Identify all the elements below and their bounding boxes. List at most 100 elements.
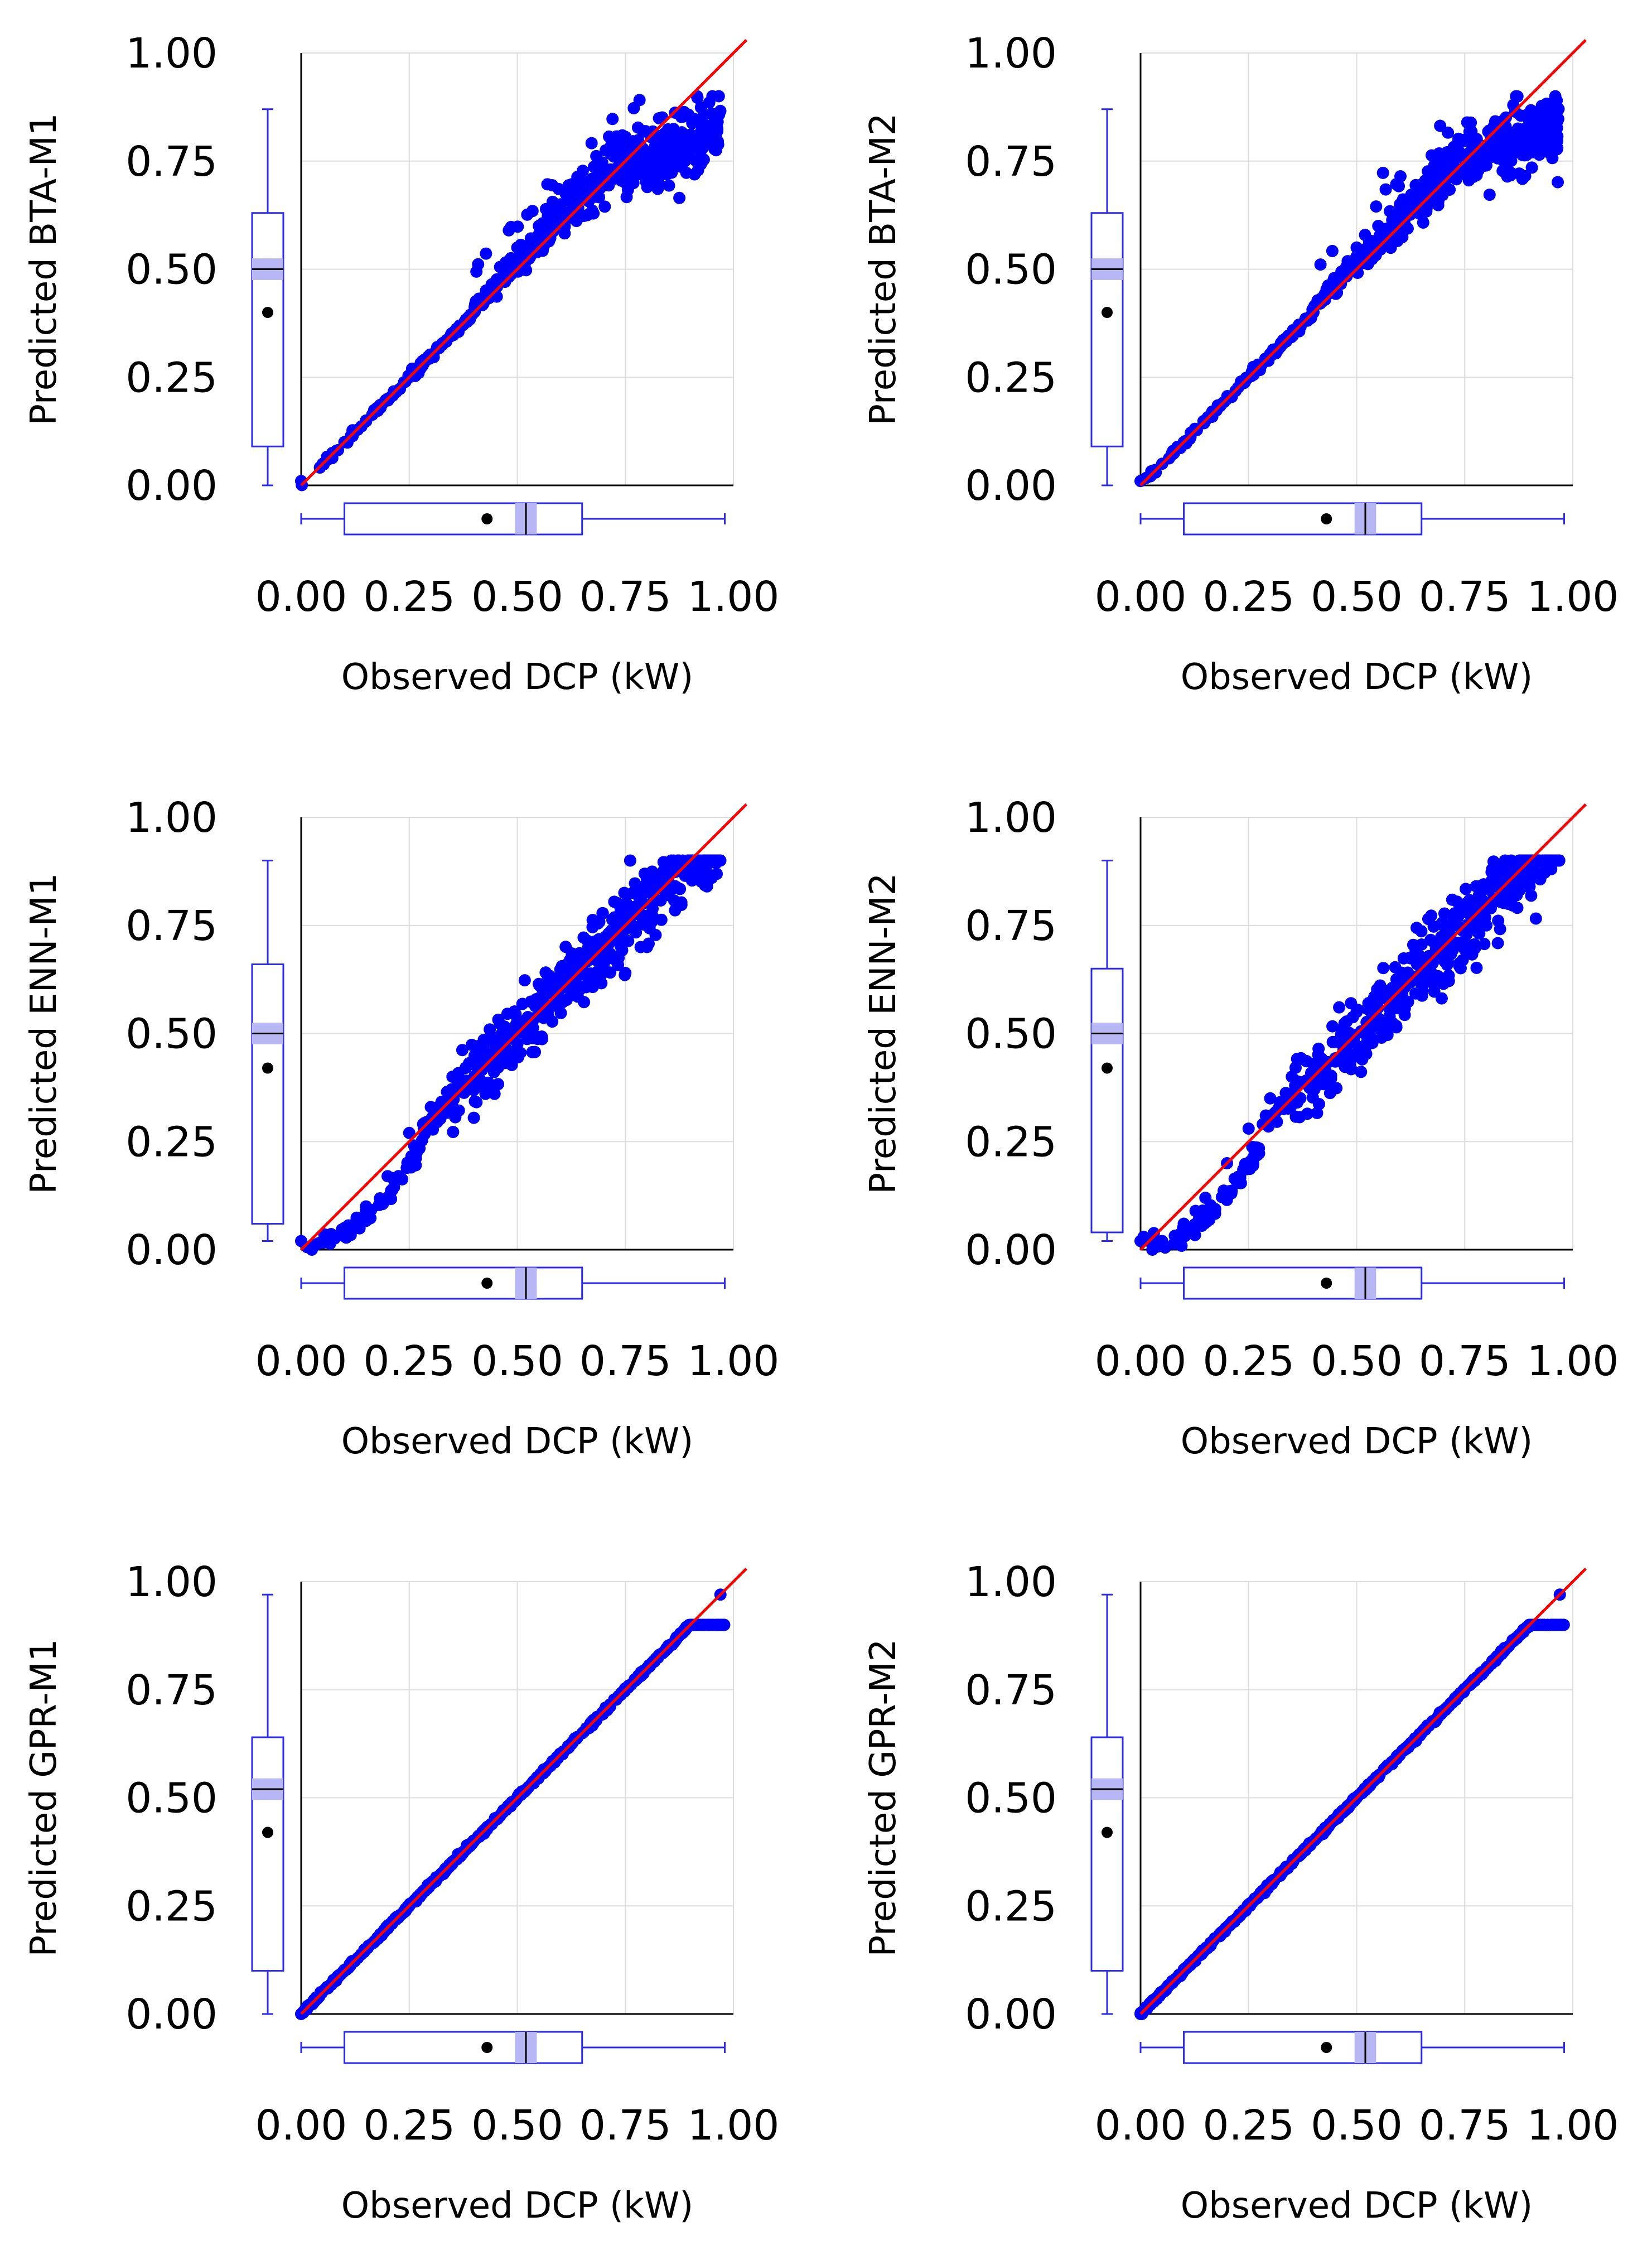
data-point — [514, 1047, 526, 1059]
data-point — [499, 1048, 511, 1061]
x-tick-label: 1.00 — [1527, 1337, 1619, 1385]
x-tick-label: 0.25 — [1202, 573, 1294, 621]
data-point — [1370, 200, 1383, 213]
y-tick-label: 0.50 — [965, 1775, 1057, 1823]
data-point — [542, 1010, 555, 1023]
data-point — [606, 113, 619, 126]
x-tick-label: 0.50 — [1311, 2102, 1403, 2150]
y-tick-label: 0.75 — [125, 1666, 218, 1714]
data-point — [1329, 276, 1341, 288]
data-point — [1379, 1020, 1392, 1033]
data-point — [649, 928, 662, 941]
data-point — [1344, 1057, 1356, 1069]
x-tick-label: 0.50 — [471, 1337, 563, 1385]
data-point — [716, 1618, 728, 1631]
x-axis-title: Observed DCP (kW) — [341, 1421, 693, 1462]
data-point — [1477, 898, 1490, 910]
data-point — [1199, 1192, 1212, 1204]
data-point — [1485, 866, 1498, 879]
box-iqr — [1090, 212, 1124, 447]
data-point — [1480, 159, 1492, 172]
data-point — [1329, 1036, 1341, 1048]
y-axis-title: Predicted ENN-M2 — [863, 873, 904, 1194]
box-iqr — [251, 1736, 284, 1972]
data-point — [1422, 913, 1434, 926]
data-point — [678, 105, 690, 118]
data-point — [593, 916, 606, 928]
data-point — [692, 164, 704, 177]
scatter-panel-5: 0.00 0.25 0.50 0.75 1.00 0.00 0.25 0.50 0.75 1.00… — [23, 1558, 779, 2227]
data-point — [316, 1235, 329, 1247]
y-tick-label: 1.00 — [125, 794, 218, 842]
data-point — [703, 96, 716, 109]
data-point — [1242, 1122, 1255, 1135]
data-point — [641, 941, 653, 953]
x-tick-label: 0.75 — [579, 2102, 672, 2150]
data-point — [624, 153, 637, 166]
data-point — [554, 1006, 567, 1019]
fit-line — [1139, 803, 1587, 1251]
data-point — [564, 984, 577, 997]
data-point — [1545, 863, 1558, 875]
data-point — [1436, 189, 1449, 201]
data-point — [578, 996, 591, 1009]
data-point — [1520, 854, 1533, 867]
data-point — [572, 173, 585, 186]
data-point — [548, 988, 561, 1001]
data-point — [1390, 1019, 1403, 1032]
data-point — [1446, 893, 1458, 906]
data-point — [612, 958, 625, 971]
data-point — [1393, 180, 1405, 192]
mean-marker — [481, 2042, 493, 2053]
data-point — [593, 191, 606, 204]
data-point — [1379, 183, 1392, 196]
y-tick-label: 0.00 — [965, 1991, 1057, 2039]
data-point — [618, 886, 631, 899]
data-point — [563, 180, 576, 193]
data-point — [1291, 1053, 1303, 1066]
mean-marker — [262, 1062, 273, 1074]
data-point — [1360, 1048, 1373, 1061]
data-point — [1499, 869, 1512, 882]
mean-marker — [1321, 1278, 1332, 1289]
data-point — [1469, 918, 1481, 931]
x-tick-label: 0.00 — [1095, 573, 1187, 621]
data-point — [1342, 1047, 1355, 1060]
data-point — [688, 115, 701, 128]
data-point — [511, 241, 524, 254]
data-point — [1145, 465, 1158, 478]
box-iqr — [1183, 1266, 1423, 1300]
data-point — [1398, 999, 1411, 1011]
fit-line — [1139, 1567, 1587, 2015]
data-point — [526, 1032, 539, 1044]
data-point — [1340, 270, 1353, 283]
data-point — [489, 1040, 502, 1053]
data-point — [481, 1046, 494, 1059]
x-tick-label: 0.00 — [1095, 2102, 1187, 2150]
y-tick-label: 0.25 — [965, 1882, 1057, 1930]
data-point — [1480, 919, 1492, 932]
data-point — [1375, 1031, 1388, 1044]
x-tick-label: 1.00 — [1527, 573, 1619, 621]
data-point — [1435, 992, 1448, 1005]
data-point — [1209, 1204, 1221, 1217]
data-point — [1470, 961, 1483, 974]
x-tick-label: 0.25 — [363, 573, 455, 621]
data-point — [674, 883, 687, 895]
data-point — [658, 127, 670, 140]
data-point — [1442, 975, 1455, 987]
data-point — [1523, 133, 1536, 146]
data-point — [1314, 1066, 1327, 1079]
y-tick-label: 0.50 — [125, 246, 218, 294]
data-point — [1134, 1235, 1147, 1247]
x-tick-label: 0.75 — [579, 1337, 672, 1385]
x-tick-label: 0.25 — [1202, 1337, 1294, 1385]
y-tick-label: 0.00 — [965, 1226, 1057, 1274]
data-point — [1311, 1107, 1323, 1120]
data-point — [470, 1096, 483, 1109]
data-point — [706, 107, 718, 120]
x-tick-label: 0.00 — [255, 1337, 347, 1385]
data-point — [1156, 1235, 1168, 1247]
data-point — [1489, 880, 1501, 893]
y-tick-label: 1.00 — [965, 1558, 1057, 1606]
